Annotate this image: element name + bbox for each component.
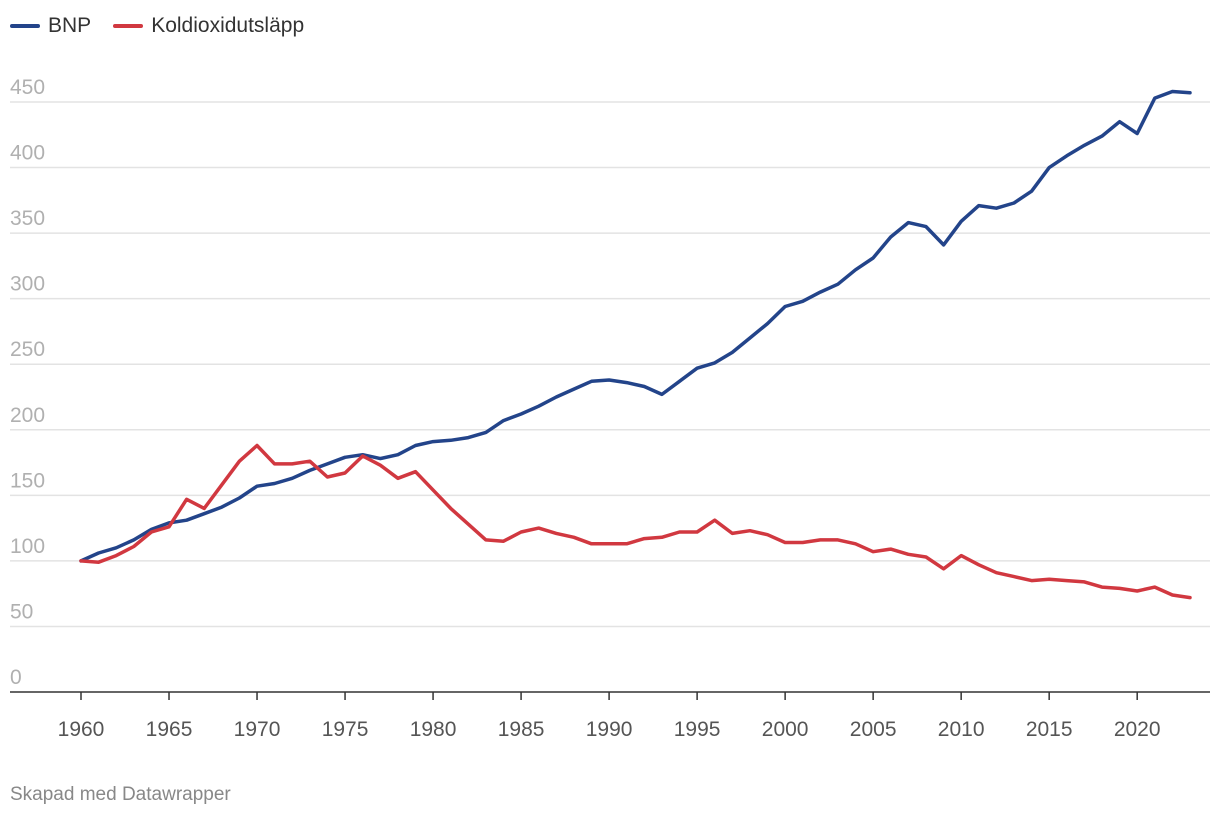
x-tick-label-2015: 2015 xyxy=(1026,718,1073,741)
legend-swatch-bnp xyxy=(10,24,40,28)
series-line-koldioxidutslapp xyxy=(79,443,1192,600)
legend-item-koldioxidutslapp[interactable]: Koldioxidutsläpp xyxy=(113,14,304,38)
y-tick-label-0: 0 xyxy=(10,666,22,689)
x-tick-label-1975: 1975 xyxy=(322,718,369,741)
y-tick-label-400: 400 xyxy=(10,142,45,165)
x-tick-label-2010: 2010 xyxy=(938,718,985,741)
x-tick-label-1985: 1985 xyxy=(498,718,545,741)
y-tick-label-450: 450 xyxy=(10,76,45,99)
x-tick-label-1990: 1990 xyxy=(586,718,633,741)
x-tick-label-1960: 1960 xyxy=(58,718,105,741)
x-tick-label-2020: 2020 xyxy=(1114,718,1161,741)
legend-item-bnp[interactable]: BNP xyxy=(10,14,91,38)
x-tick-label-1970: 1970 xyxy=(234,718,281,741)
legend-label-bnp: BNP xyxy=(48,14,92,37)
footer-credit: Skapad med Datawrapper xyxy=(10,784,231,805)
y-tick-label-300: 300 xyxy=(10,273,45,296)
legend-swatch-koldioxidutslapp xyxy=(113,24,144,28)
legend-label-koldioxidutslapp: Koldioxidutsläpp xyxy=(151,14,305,37)
y-tick-label-150: 150 xyxy=(10,469,45,492)
x-tick-label-2000: 2000 xyxy=(762,718,809,741)
x-tick-label-2005: 2005 xyxy=(850,718,897,741)
x-tick-label-1980: 1980 xyxy=(410,718,457,741)
y-tick-label-250: 250 xyxy=(10,338,45,361)
y-tick-label-200: 200 xyxy=(10,404,45,427)
y-tick-label-350: 350 xyxy=(10,207,45,230)
x-tick-label-1965: 1965 xyxy=(146,718,193,741)
y-tick-label-50: 50 xyxy=(10,600,33,623)
x-tick-label-1995: 1995 xyxy=(674,718,721,741)
y-tick-label-100: 100 xyxy=(10,535,45,558)
series-line-bnp xyxy=(79,89,1192,563)
legend: BNP Koldioxidutsläpp xyxy=(10,14,304,38)
